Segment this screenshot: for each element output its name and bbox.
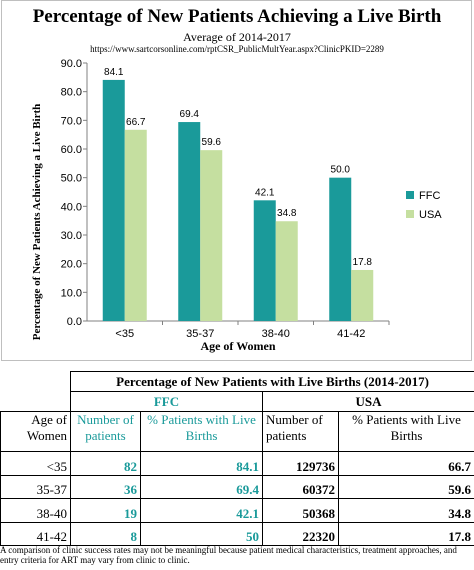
cell-age: 38-40 <box>0 498 71 523</box>
chart-source-url: https://www.sartcorsonline.com/rptCSR_Pu… <box>90 44 384 54</box>
x-tick-label: 35-37 <box>186 328 214 340</box>
cell-age: 35-37 <box>0 475 71 499</box>
table-row: 38-40 19 42.1 50368 34.8 <box>0 498 474 523</box>
bar-usa <box>200 150 223 321</box>
group-header-usa: USA <box>261 391 474 412</box>
table-title: Percentage of New Patients with Live Bir… <box>69 371 474 392</box>
y-tick-label: 80.0 <box>61 87 82 99</box>
bar-chart: 0.0 10.0 20.0 30.0 40.0 50.0 60.0 70.0 80.0 90.0 <… <box>31 58 442 353</box>
cell-ffc-percent: 69.4 <box>140 475 263 499</box>
bar-usa <box>275 221 298 321</box>
cell-ffc-number: 82 <box>70 451 141 476</box>
data-label-ffc: 50.0 <box>331 165 351 176</box>
cell-usa-number: 22320 <box>262 522 339 546</box>
cell-ffc-number: 8 <box>70 522 141 546</box>
group-header-ffc: FFC <box>70 391 263 412</box>
cell-ffc-number: 36 <box>70 475 141 499</box>
cell-age: <35 <box>0 451 71 476</box>
table-row: <35 82 84.1 129736 66.7 <box>0 451 474 476</box>
legend-label-ffc: FFC <box>419 190 440 202</box>
cell-usa-percent: 66.7 <box>337 451 474 476</box>
y-tick-label: 20.0 <box>61 259 82 271</box>
table-corner <box>1 372 71 392</box>
cell-age: 41-42 <box>0 522 71 546</box>
legend-swatch-usa <box>406 210 414 218</box>
cell-ffc-percent: 42.1 <box>140 498 263 523</box>
chart-subtitle: Average of 2014-2017 <box>183 30 291 44</box>
table-row: 35-37 36 69.4 60372 59.6 <box>0 475 474 499</box>
cell-usa-percent: 59.6 <box>337 475 474 499</box>
data-label-ffc: 42.1 <box>255 187 275 198</box>
col-header-ffc-number: Number of patients <box>70 411 141 452</box>
col-header-ffc-percent: % Patients with Live Births <box>140 411 263 452</box>
bar-ffc <box>329 177 352 321</box>
y-tick-label: 60.0 <box>61 144 82 156</box>
table-corner-2 <box>1 392 71 412</box>
footnote: A comparison of clinic success rates may… <box>0 545 457 565</box>
data-label-usa: 17.8 <box>353 257 373 268</box>
cell-usa-number: 50368 <box>262 498 339 523</box>
x-axis-title: Age of Women <box>200 339 275 353</box>
x-tick-label: <35 <box>115 328 134 340</box>
legend-label-usa: USA <box>419 209 442 221</box>
col-header-usa-percent: % Patients with Live Births <box>337 411 474 452</box>
cell-usa-number: 129736 <box>262 451 339 476</box>
y-tick-label: 90.0 <box>61 58 82 70</box>
chart-title: Percentage of New Patients Achieving a L… <box>32 6 442 27</box>
cell-usa-percent: 34.8 <box>337 498 474 523</box>
y-tick-label: 0.0 <box>67 316 82 328</box>
data-label-usa: 34.8 <box>277 208 297 219</box>
data-label-ffc: 84.1 <box>104 67 124 78</box>
col-header-usa-number: Number of patients <box>262 411 339 452</box>
y-tick-label: 50.0 <box>61 173 82 185</box>
data-label-ffc: 69.4 <box>180 109 200 120</box>
legend-swatch-ffc <box>406 191 414 199</box>
x-tick-label: 38-40 <box>262 328 290 340</box>
bar-ffc <box>102 79 125 321</box>
cell-ffc-percent: 84.1 <box>140 451 263 476</box>
data-label-usa: 59.6 <box>202 137 222 148</box>
bar-usa <box>124 129 147 321</box>
bar-ffc <box>253 200 276 321</box>
bar-usa <box>351 269 374 321</box>
col-header-age: Age of Women <box>0 411 71 452</box>
cell-usa-percent: 17.8 <box>337 522 474 546</box>
chart-frame <box>1 0 472 361</box>
y-axis-title: Percentage of New Patients Achieving a L… <box>31 104 43 341</box>
bar-ffc <box>178 122 201 321</box>
y-tick-label: 70.0 <box>61 115 82 127</box>
cell-ffc-percent: 50 <box>140 522 263 546</box>
y-tick-label: 30.0 <box>61 230 82 242</box>
y-tick-label: 10.0 <box>61 287 82 299</box>
cell-ffc-number: 19 <box>70 498 141 523</box>
table-row: 41-42 8 50 22320 17.8 <box>0 522 474 546</box>
data-label-usa: 66.7 <box>126 117 146 128</box>
y-tick-label: 40.0 <box>61 201 82 213</box>
cell-usa-number: 60372 <box>262 475 339 499</box>
x-tick-label: 41-42 <box>337 328 365 340</box>
data-table: Percentage of New Patients with Live Bir… <box>0 371 474 546</box>
